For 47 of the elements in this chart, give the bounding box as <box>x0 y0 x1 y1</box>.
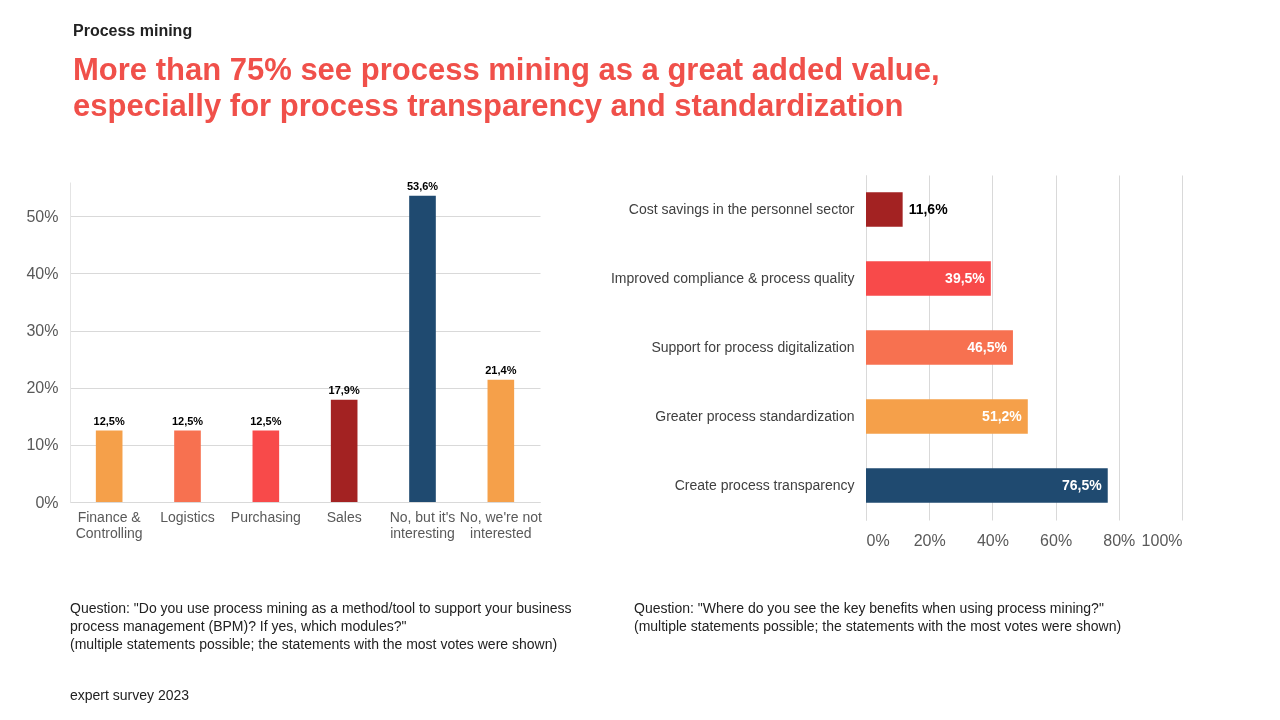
y-tick-label: 40% <box>26 264 59 282</box>
y-tick-label: 20% <box>26 379 59 397</box>
y-tick-label: 0% <box>35 493 59 511</box>
bar <box>95 430 123 502</box>
y-tick-label: Greater process standardization <box>655 407 855 424</box>
data-label: 53,6% <box>406 179 439 192</box>
x-tick-label: Purchasing <box>230 508 301 525</box>
text: Question: "Do you use process mining as a method/tool to support your business process management (BPM)? If yes, which modules?" <box>70 600 572 634</box>
bar <box>330 399 358 502</box>
x-tick-label: 20% <box>913 531 946 549</box>
x-tick-label: Sales <box>326 508 362 525</box>
y-tick-label: 50% <box>26 207 59 225</box>
text: (multiple statements possible; the statements with the most votes were shown) <box>634 618 1122 634</box>
bar <box>487 379 515 502</box>
data-label: 12,5% <box>171 414 204 427</box>
y-tick-label: Improved compliance & process quality <box>610 269 855 286</box>
text: Question: "Where do you see the key benefits when using process mining?" <box>634 600 1104 616</box>
x-tick-label: 0% <box>866 531 890 549</box>
x-tick-label: No, but it's interesting <box>389 508 456 541</box>
text: (multiple statements possible; the statements with the most votes were shown) <box>70 636 558 652</box>
bar <box>252 430 280 502</box>
x-tick-label: Finance & Controlling <box>75 508 143 541</box>
data-label: 46,5% <box>967 338 1008 355</box>
y-tick-label: Support for process digitalization <box>651 338 855 355</box>
x-tick-label: No, we're not interested <box>459 508 542 541</box>
x-tick-label: 60% <box>1040 531 1073 549</box>
y-tick-label: 30% <box>26 322 59 340</box>
data-label: 76,5% <box>1062 476 1103 493</box>
data-label: 12,5% <box>93 414 125 427</box>
data-label: 12,5% <box>250 414 282 427</box>
x-tick-label: 40% <box>976 531 1009 549</box>
bar <box>409 195 436 502</box>
x-tick-label: Logistics <box>160 508 215 525</box>
data-label: 39,5% <box>945 269 986 286</box>
text: expert survey 2023 <box>70 686 190 704</box>
data-label: 21,4% <box>485 363 517 376</box>
data-label: 17,9% <box>328 383 360 396</box>
data-label: 51,2% <box>982 407 1023 424</box>
y-tick-label: Create process transparency <box>674 476 855 493</box>
bar <box>174 430 201 502</box>
data-label: 11,6% <box>908 200 949 217</box>
y-tick-label: 10% <box>26 436 59 454</box>
y-tick-label: Cost savings in the personnel sector <box>628 200 855 217</box>
chart-subtitle: Process mining <box>73 22 193 40</box>
x-tick-label: 100% <box>1141 531 1183 549</box>
chart-title: More than 75% see process mining as a great added value, especially for process transparency and standardization <box>73 52 941 124</box>
x-tick-label: 80% <box>1103 531 1136 549</box>
